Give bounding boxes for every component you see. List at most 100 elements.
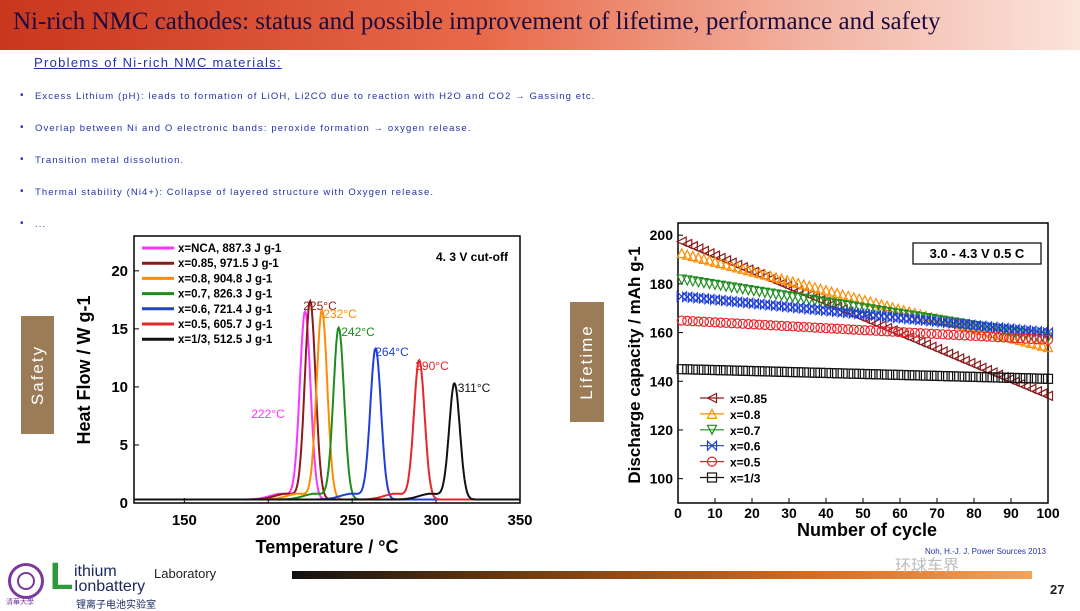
data-point bbox=[759, 268, 771, 280]
data-point bbox=[898, 327, 909, 338]
legend-label: x=1/3, 512.5 J g-1 bbox=[178, 334, 273, 346]
data-point bbox=[704, 364, 715, 376]
data-point bbox=[793, 321, 804, 332]
data-point bbox=[954, 371, 965, 382]
cycle-life-chart: 0 10 20 30 40 50 60 70 80 90 100 100 120 140 160 180 200… bbox=[625, 222, 1060, 540]
y-tick-label: 180 bbox=[650, 276, 674, 292]
data-point bbox=[1031, 334, 1043, 345]
data-point bbox=[937, 329, 948, 340]
data-point bbox=[826, 368, 837, 379]
bullet-icon: • bbox=[20, 122, 25, 133]
data-point bbox=[948, 371, 959, 382]
x-tick-label: 150 bbox=[172, 512, 197, 529]
series-line bbox=[134, 382, 520, 501]
data-point bbox=[743, 318, 754, 330]
peak-annotation: 242°C bbox=[341, 325, 375, 339]
data-point bbox=[981, 331, 993, 342]
data-point bbox=[798, 367, 809, 378]
data-point bbox=[1042, 334, 1054, 345]
data-point bbox=[843, 368, 854, 379]
data-point bbox=[1004, 332, 1015, 343]
bullet-icon: • bbox=[20, 186, 25, 197]
y-tick-label: 140 bbox=[650, 373, 674, 389]
peak-annotation: 290°C bbox=[415, 359, 449, 373]
legend-label: x=0.8 bbox=[730, 408, 761, 422]
data-point bbox=[864, 295, 876, 307]
x-tick-label: 10 bbox=[707, 505, 723, 521]
data-point bbox=[881, 326, 893, 337]
data-point bbox=[1004, 372, 1015, 383]
data-point bbox=[709, 255, 721, 267]
data-point bbox=[726, 365, 737, 376]
data-point bbox=[681, 248, 693, 260]
data-point bbox=[931, 328, 943, 340]
data-point bbox=[720, 258, 732, 270]
data-point bbox=[698, 364, 710, 375]
data-point bbox=[809, 322, 821, 333]
x-tick-label: 60 bbox=[892, 505, 908, 521]
y-tick-label: 5 bbox=[120, 437, 128, 454]
legend-label: x=0.5 bbox=[730, 456, 761, 470]
data-point bbox=[859, 325, 870, 336]
x-tick-label: 40 bbox=[818, 505, 834, 521]
data-point bbox=[815, 367, 826, 378]
data-point bbox=[904, 327, 915, 338]
legend-marker bbox=[706, 456, 718, 467]
bullet-icon: • bbox=[20, 90, 25, 101]
data-point bbox=[965, 371, 976, 382]
data-point bbox=[754, 319, 765, 330]
y-tick-label: 200 bbox=[650, 227, 674, 243]
legend-label: x=0.85, 971.5 J g-1 bbox=[178, 258, 279, 270]
data-point bbox=[732, 365, 743, 376]
data-point bbox=[959, 330, 970, 341]
data-point bbox=[770, 271, 782, 283]
legend-marker bbox=[706, 408, 718, 419]
data-point bbox=[748, 365, 759, 377]
x-tick-label: 70 bbox=[929, 505, 945, 521]
data-point bbox=[731, 261, 743, 273]
data-point bbox=[715, 317, 726, 328]
data-point bbox=[865, 369, 876, 380]
data-point bbox=[759, 319, 771, 331]
data-point bbox=[809, 281, 821, 293]
peak-annotation: 311°C bbox=[458, 381, 491, 395]
data-point bbox=[1015, 333, 1026, 344]
data-point bbox=[1026, 333, 1037, 345]
data-point bbox=[976, 331, 987, 342]
data-point bbox=[814, 282, 826, 294]
data-point bbox=[826, 323, 837, 334]
data-point bbox=[726, 260, 738, 272]
data-point bbox=[803, 280, 815, 292]
data-point bbox=[720, 365, 732, 376]
footer-gradient-bar bbox=[292, 571, 1032, 579]
legend-label: x=0.7, 826.3 J g-1 bbox=[178, 289, 273, 301]
data-point bbox=[881, 369, 893, 380]
data-point bbox=[1009, 372, 1020, 384]
data-point bbox=[1020, 333, 1031, 344]
legend-marker bbox=[706, 439, 718, 452]
data-point bbox=[1037, 373, 1048, 384]
x-tick-label: 100 bbox=[1036, 505, 1060, 521]
data-point bbox=[1042, 326, 1054, 339]
data-point bbox=[793, 367, 804, 378]
data-point bbox=[804, 367, 815, 378]
data-point bbox=[754, 366, 765, 377]
data-point bbox=[854, 368, 865, 379]
data-point bbox=[915, 370, 926, 381]
dsc-heat-flow-chart: 150 200 250 300 350 0 5 10 15 20 Temperature / °C H… bbox=[74, 235, 533, 557]
data-point bbox=[970, 330, 981, 342]
data-point bbox=[870, 369, 882, 380]
data-point bbox=[698, 253, 710, 264]
data-point bbox=[765, 320, 776, 331]
data-point bbox=[898, 369, 909, 381]
data-point bbox=[837, 323, 848, 335]
data-point bbox=[942, 371, 954, 382]
y-tick-label: 160 bbox=[650, 325, 674, 341]
data-point bbox=[704, 316, 715, 328]
data-point bbox=[981, 372, 993, 383]
data-point bbox=[748, 319, 759, 330]
data-point bbox=[870, 297, 882, 309]
data-point bbox=[815, 322, 826, 333]
data-point bbox=[687, 364, 698, 375]
title-bar: Ni-rich NMC cathodes: status and possibl… bbox=[0, 0, 1080, 50]
